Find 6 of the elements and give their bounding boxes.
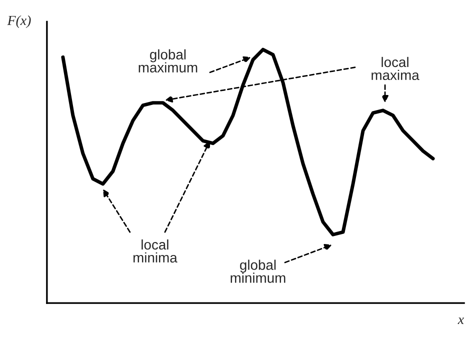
y-axis-title: F(x) (7, 15, 31, 28)
annotation: local minima (134, 239, 178, 263)
annotation: local maxima (372, 56, 420, 80)
annotation: global maximum (138, 49, 198, 72)
annotation: global minimum (230, 260, 286, 283)
x-axis-title: x (458, 318, 464, 324)
